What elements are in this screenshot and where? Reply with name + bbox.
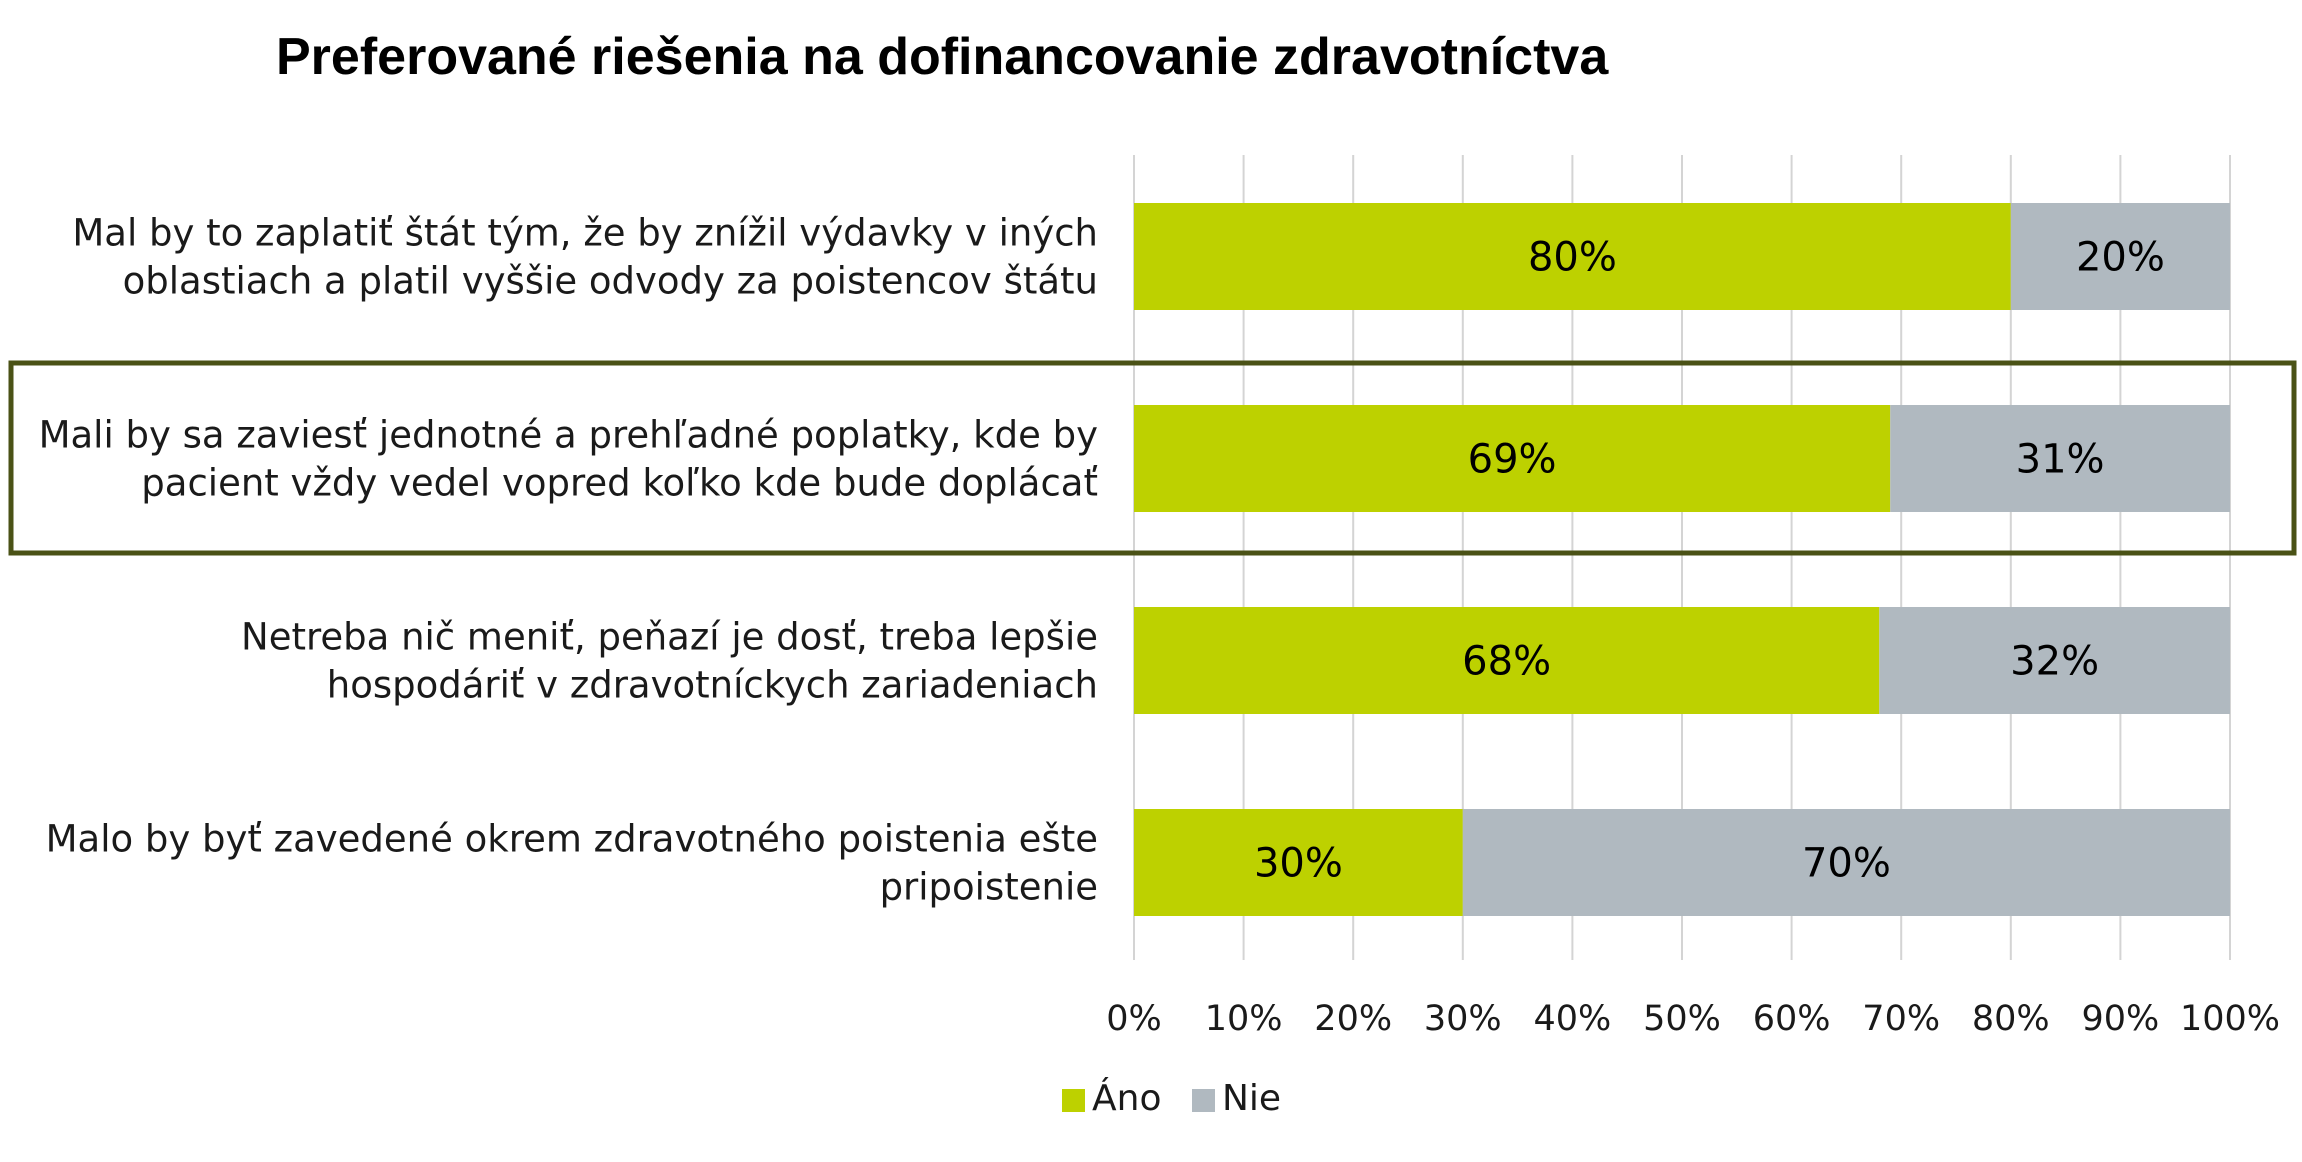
- x-tick-label: 40%: [1534, 999, 1612, 1039]
- legend-label: Nie: [1222, 1078, 1281, 1119]
- bar-nie-4: [1462, 809, 2230, 916]
- bar-ano-1: [1134, 203, 2011, 310]
- category-label: hospodáriť v zdravotníckych zariadeniach: [327, 664, 1098, 707]
- category-label: pripoistenie: [880, 866, 1098, 909]
- x-tick-label: 10%: [1205, 999, 1283, 1039]
- data-label: 31%: [2016, 437, 2105, 483]
- x-tick-label: 100%: [2180, 999, 2280, 1039]
- chart-title: Preferované riešenia na dofinancovanie z…: [276, 28, 1609, 86]
- legend-swatch: [1062, 1089, 1085, 1112]
- bar-nie-2: [1890, 405, 2230, 512]
- bar-ano-3: [1134, 607, 1880, 714]
- category-labels: Mal by to zaplatiť štát tým, že by zníži…: [39, 212, 1098, 909]
- highlight-box: [8, 360, 2297, 556]
- bar-ano-2: [1134, 405, 1891, 512]
- category-label: Malo by byť zavedené okrem zdravotného p…: [46, 818, 1098, 861]
- x-axis-tick-labels: 0% 10% 20% 30% 40% 50% 60% 70% 80% 90% 100%: [1106, 999, 2280, 1039]
- x-tick-label: 50%: [1643, 999, 1721, 1039]
- data-label: 68%: [1462, 639, 1551, 685]
- bar-ano-4: [1134, 809, 1463, 916]
- data-label: 70%: [1802, 841, 1891, 887]
- category-label: Netreba nič meniť, peňazí je dosť, treba…: [241, 616, 1098, 659]
- category-label: pacient vždy vedel vopred koľko kde bude…: [141, 462, 1098, 505]
- x-tick-label: 30%: [1424, 999, 1502, 1039]
- bar-nie-1: [2010, 203, 2230, 310]
- x-tick-label: 70%: [1862, 999, 1940, 1039]
- data-labels: 80% 20% 69% 31% 68% 32% 30% 70%: [1254, 235, 2165, 887]
- legend-swatch: [1192, 1089, 1215, 1112]
- category-label: oblastiach a platil vyššie odvody za poi…: [123, 260, 1098, 303]
- data-label: 80%: [1528, 235, 1617, 281]
- data-label: 20%: [2076, 235, 2165, 281]
- data-label: 30%: [1254, 841, 1343, 887]
- category-label: Mal by to zaplatiť štát tým, že by zníži…: [72, 212, 1098, 255]
- x-tick-label: 60%: [1753, 999, 1831, 1039]
- legend: Áno Nie: [1062, 1077, 1281, 1119]
- bars: [1134, 203, 2230, 916]
- x-tick-label: 20%: [1314, 999, 1392, 1039]
- x-tick-label: 80%: [1972, 999, 2050, 1039]
- legend-label: Áno: [1092, 1077, 1161, 1119]
- bar-nie-3: [1879, 607, 2230, 714]
- x-tick-label: 0%: [1106, 999, 1162, 1039]
- data-label: 32%: [2010, 639, 2099, 685]
- category-label: Mali by sa zaviesť jednotné a prehľadné …: [39, 414, 1098, 457]
- x-tick-label: 90%: [2082, 999, 2160, 1039]
- data-label: 69%: [1468, 437, 1557, 483]
